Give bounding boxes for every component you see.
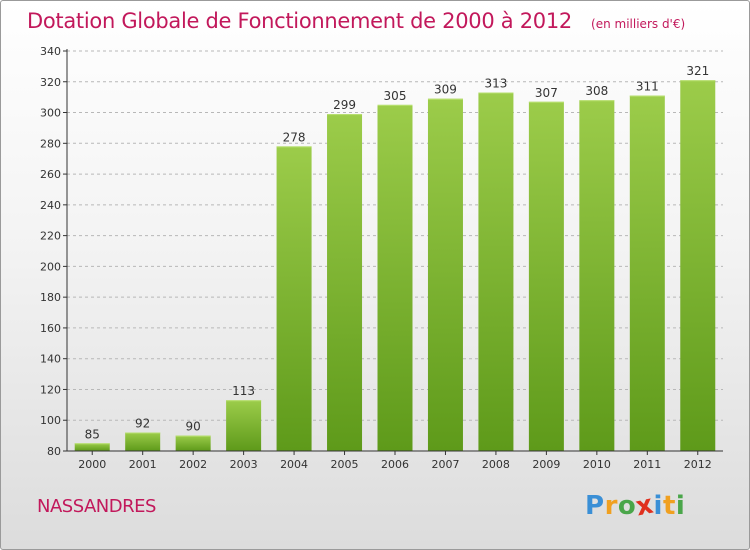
x-tick-label: 2012 xyxy=(684,458,712,471)
data-label: 299 xyxy=(333,98,356,112)
chart-unit-label: (en milliers d'€) xyxy=(591,17,686,31)
title-row: Dotation Globale de Fonctionnement de 20… xyxy=(27,9,685,33)
bar-2003[interactable] xyxy=(226,400,262,451)
data-label: 278 xyxy=(283,130,306,144)
x-tick-label: 2003 xyxy=(230,458,258,471)
y-tick-label: 240 xyxy=(40,199,61,212)
bar-2000[interactable] xyxy=(74,443,110,451)
bar-2011[interactable] xyxy=(629,95,665,451)
bar-2009[interactable] xyxy=(528,101,564,452)
y-tick-label: 100 xyxy=(40,414,61,427)
bar-2006[interactable] xyxy=(377,104,413,451)
y-tick-label: 180 xyxy=(40,291,61,304)
y-tick-label: 120 xyxy=(40,383,61,396)
data-label: 311 xyxy=(636,80,659,94)
x-tick-label: 2002 xyxy=(179,458,207,471)
x-tick-label: 2010 xyxy=(583,458,611,471)
logo-letter: i xyxy=(653,491,663,521)
y-tick-label: 260 xyxy=(40,168,61,181)
data-label: 305 xyxy=(384,89,407,103)
x-tick-label: 2000 xyxy=(78,458,106,471)
x-tick-label: 2008 xyxy=(482,458,510,471)
bar-2002[interactable] xyxy=(175,435,211,451)
y-tick-label: 80 xyxy=(47,445,61,458)
bar-2001[interactable] xyxy=(125,432,161,451)
y-tick-label: 340 xyxy=(40,45,61,58)
logo-letter: o xyxy=(617,491,637,521)
y-tick-label: 200 xyxy=(40,260,61,273)
bars-layer xyxy=(74,80,716,452)
logo-letter: i xyxy=(675,491,686,521)
bar-2004[interactable] xyxy=(276,146,312,451)
data-label: 85 xyxy=(85,427,100,441)
data-label: 90 xyxy=(186,420,201,434)
bar-2010[interactable] xyxy=(579,100,615,451)
x-tick-label: 2004 xyxy=(280,458,308,471)
data-label: 308 xyxy=(585,84,608,98)
bar-2012[interactable] xyxy=(680,80,716,451)
labels-layer: 85 2000 92 2001 90 2002 113 2003 278 2004 299 2005 3… xyxy=(78,64,712,471)
logo-letter: r xyxy=(604,491,618,521)
data-label: 92 xyxy=(135,417,150,431)
y-tick-label: 280 xyxy=(40,137,61,150)
data-label: 113 xyxy=(232,384,255,398)
commune-name: NASSANDRES xyxy=(37,496,156,517)
axis-layer: 80 100 120 140 160 180 200 220 240 260 280 300 320 34… xyxy=(40,45,723,458)
x-tick-label: 2001 xyxy=(129,458,157,471)
data-label: 313 xyxy=(484,77,507,91)
x-tick-label: 2007 xyxy=(431,458,459,471)
bar-2007[interactable] xyxy=(427,98,463,451)
y-tick-label: 320 xyxy=(40,76,61,89)
logo-letter: t xyxy=(662,491,676,521)
chart-title: Dotation Globale de Fonctionnement de 20… xyxy=(27,9,572,33)
data-label: 321 xyxy=(686,64,709,78)
bar-2005[interactable] xyxy=(327,114,363,452)
x-tick-label: 2005 xyxy=(331,458,359,471)
data-label: 307 xyxy=(535,86,558,100)
x-tick-label: 2006 xyxy=(381,458,409,471)
y-tick-label: 140 xyxy=(40,353,61,366)
x-tick-label: 2011 xyxy=(633,458,661,471)
y-tick-label: 300 xyxy=(40,107,61,120)
x-tick-label: 2009 xyxy=(532,458,560,471)
proxiti-logo[interactable]: Proxiti xyxy=(585,490,686,523)
data-label: 309 xyxy=(434,83,457,97)
logo-letter: P xyxy=(585,491,605,521)
y-tick-label: 220 xyxy=(40,230,61,243)
y-tick-label: 160 xyxy=(40,322,61,335)
bar-2008[interactable] xyxy=(478,92,514,452)
